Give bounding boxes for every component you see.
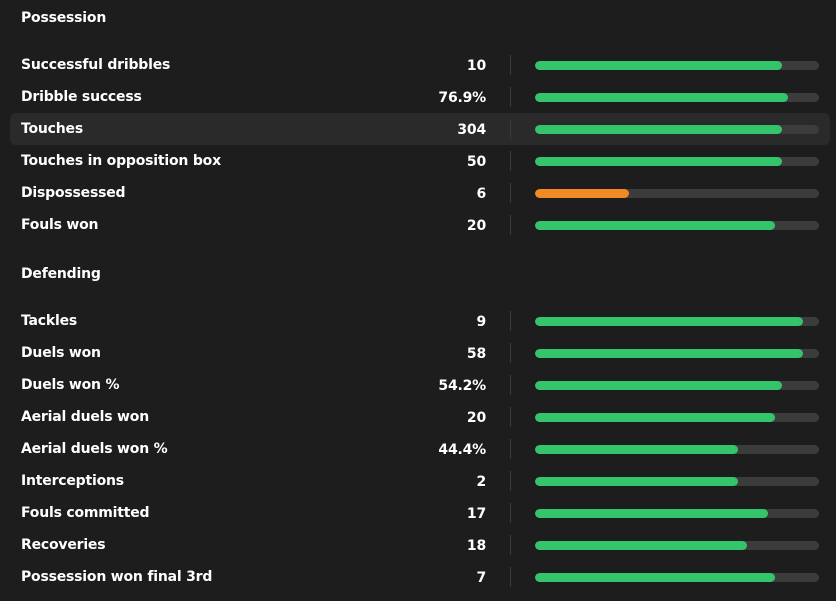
stat-bar-track: [535, 125, 819, 134]
stat-bar-fill: [535, 93, 788, 102]
stat-label: Aerial duels won %: [21, 441, 168, 457]
stat-bar-fill: [535, 477, 739, 486]
stat-bar-track: [535, 541, 819, 550]
stat-value: 17: [466, 506, 486, 522]
divider: [510, 375, 511, 395]
stat-bar-track: [535, 573, 819, 582]
stat-row-recoveries[interactable]: Recoveries 18: [10, 529, 830, 561]
stat-bar-fill: [535, 189, 629, 198]
stat-bar-fill: [535, 221, 775, 230]
stat-bar-fill: [535, 349, 804, 358]
stat-label: Tackles: [21, 313, 78, 329]
divider: [510, 343, 511, 363]
stat-value: 50: [466, 154, 486, 170]
divider: [510, 407, 511, 427]
stat-label: Possession won final 3rd: [21, 569, 213, 585]
stat-row-tackles[interactable]: Tackles 9: [10, 305, 830, 337]
stat-value: 10: [466, 58, 486, 74]
stat-label: Fouls committed: [21, 505, 150, 521]
stat-bar-track: [535, 61, 819, 70]
stat-bar-track: [535, 445, 819, 454]
stat-value: 58: [466, 346, 486, 362]
section-title-defending: Defending: [21, 266, 101, 282]
stat-value: 7: [476, 570, 486, 586]
stat-bar-track: [535, 317, 819, 326]
stat-row-interceptions[interactable]: Interceptions 2: [10, 465, 830, 497]
stat-row-fouls-won[interactable]: Fouls won 20: [10, 209, 830, 241]
stat-label: Dispossessed: [21, 185, 126, 201]
stat-label: Duels won: [21, 345, 101, 361]
stat-bar-fill: [535, 445, 739, 454]
stat-bar-track: [535, 93, 819, 102]
stat-value: 76.9%: [438, 90, 486, 106]
stat-bar-track: [535, 221, 819, 230]
divider: [510, 311, 511, 331]
stat-label: Successful dribbles: [21, 57, 171, 73]
section-title-possession: Possession: [21, 10, 107, 26]
divider: [510, 535, 511, 555]
divider: [510, 183, 511, 203]
stat-bar-track: [535, 477, 819, 486]
stat-bar-fill: [535, 541, 747, 550]
stat-value: 9: [476, 314, 486, 330]
stat-label: Aerial duels won: [21, 409, 149, 425]
stat-row-touches[interactable]: Touches 304: [10, 113, 830, 145]
stat-label: Recoveries: [21, 537, 106, 553]
stat-row-successful-dribbles[interactable]: Successful dribbles 10: [10, 49, 830, 81]
divider: [510, 151, 511, 171]
stat-bar-fill: [535, 573, 775, 582]
stat-value: 18: [466, 538, 486, 554]
stat-bar-track: [535, 157, 819, 166]
stat-bar-fill: [535, 125, 783, 134]
divider: [510, 55, 511, 75]
divider: [510, 87, 511, 107]
stat-row-possession-won-final-3rd[interactable]: Possession won final 3rd 7: [10, 561, 830, 593]
stat-label: Touches: [21, 121, 83, 137]
stat-bar-fill: [535, 509, 768, 518]
stat-bar-fill: [535, 413, 775, 422]
stat-value: 44.4%: [438, 442, 486, 458]
stat-bar-track: [535, 509, 819, 518]
stat-value: 6: [476, 186, 486, 202]
stat-bar-track: [535, 349, 819, 358]
stat-row-duels-won-percent[interactable]: Duels won % 54.2%: [10, 369, 830, 401]
stat-value: 20: [466, 218, 486, 234]
stat-label: Duels won %: [21, 377, 120, 393]
divider: [510, 215, 511, 235]
stat-bar-fill: [535, 381, 783, 390]
stat-row-aerial-duels-won[interactable]: Aerial duels won 20: [10, 401, 830, 433]
stat-value: 304: [457, 122, 486, 138]
stat-label: Interceptions: [21, 473, 124, 489]
stat-row-fouls-committed[interactable]: Fouls committed 17: [10, 497, 830, 529]
divider: [510, 439, 511, 459]
stat-row-dispossessed[interactable]: Dispossessed 6: [10, 177, 830, 209]
stat-row-dribble-success[interactable]: Dribble success 76.9%: [10, 81, 830, 113]
stat-value: 20: [466, 410, 486, 426]
divider: [510, 119, 511, 139]
divider: [510, 503, 511, 523]
stat-row-aerial-duels-won-percent[interactable]: Aerial duels won % 44.4%: [10, 433, 830, 465]
stat-label: Touches in opposition box: [21, 153, 221, 169]
stat-bar-track: [535, 381, 819, 390]
stat-value: 54.2%: [438, 378, 486, 394]
stat-bar-track: [535, 413, 819, 422]
stat-value: 2: [476, 474, 486, 490]
stat-bar-fill: [535, 61, 783, 70]
stat-bar-fill: [535, 317, 804, 326]
stat-label: Dribble success: [21, 89, 142, 105]
stat-label: Fouls won: [21, 217, 99, 233]
stat-row-touches-in-opposition-box[interactable]: Touches in opposition box 50: [10, 145, 830, 177]
divider: [510, 567, 511, 587]
stat-bar-track: [535, 189, 819, 198]
stat-row-duels-won[interactable]: Duels won 58: [10, 337, 830, 369]
divider: [510, 471, 511, 491]
stat-bar-fill: [535, 157, 783, 166]
